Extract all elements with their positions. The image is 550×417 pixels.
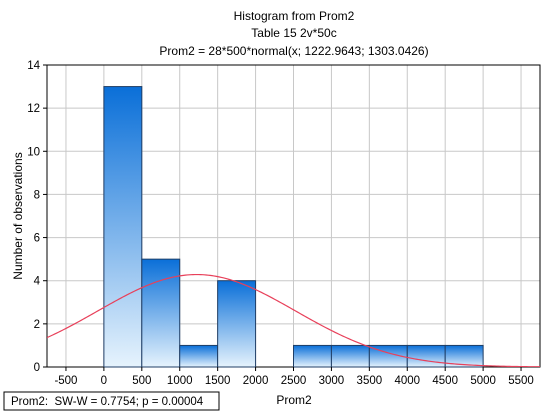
histogram-bar bbox=[141, 258, 181, 368]
normal-fit-curve bbox=[47, 273, 540, 367]
histogram-bar bbox=[293, 344, 332, 368]
x-tick-label: 1500 bbox=[205, 375, 231, 387]
histogram-bar bbox=[103, 86, 143, 368]
x-tick-label: -500 bbox=[54, 375, 77, 387]
x-tick-label: 500 bbox=[132, 375, 151, 387]
y-tick-label: 0 bbox=[34, 362, 40, 374]
x-tick-label: 3500 bbox=[357, 375, 383, 387]
y-tick-label: 14 bbox=[27, 60, 40, 72]
x-tick-label: 5000 bbox=[470, 375, 496, 387]
y-tick-label: 4 bbox=[34, 276, 41, 288]
x-tick-label: 0 bbox=[101, 375, 107, 387]
axis-ticks: 0 2 4 6 8 10 12 14 -500 0 500 1000 1500 2000 2500 3000 3… bbox=[27, 60, 534, 387]
x-tick-label: 2000 bbox=[243, 375, 269, 387]
histogram-bar bbox=[406, 344, 446, 368]
y-tick-label: 6 bbox=[34, 233, 40, 245]
y-axis-label: Number of observations bbox=[11, 152, 25, 279]
y-tick-label: 12 bbox=[27, 103, 40, 115]
histogram-bar bbox=[217, 280, 257, 368]
chart-formula: Prom2 = 28*500*normal(x; 1222.9643; 1303… bbox=[159, 44, 428, 58]
stats-text: Prom2: SW-W = 0.7754; p = 0.00004 bbox=[11, 396, 204, 408]
x-axis-label: Prom2 bbox=[276, 393, 312, 407]
y-tick-label: 10 bbox=[27, 146, 40, 158]
histogram-bar bbox=[444, 344, 484, 368]
x-tick-label: 4000 bbox=[394, 375, 420, 387]
chart-title: Histogram from Prom2 bbox=[234, 9, 355, 23]
x-tick-label: 3000 bbox=[319, 375, 345, 387]
histogram-bar bbox=[330, 344, 370, 368]
x-tick-label: 4500 bbox=[432, 375, 458, 387]
y-tick-label: 2 bbox=[34, 319, 40, 331]
histogram-bar bbox=[179, 344, 219, 368]
chart-subtitle: Table 15 2v*50c bbox=[251, 26, 336, 40]
x-tick-label: 5500 bbox=[508, 375, 534, 387]
y-tick-label: 8 bbox=[34, 189, 40, 201]
x-tick-label: 1000 bbox=[167, 375, 193, 387]
x-tick-label: 2500 bbox=[281, 375, 307, 387]
stats-box bbox=[3, 391, 220, 411]
